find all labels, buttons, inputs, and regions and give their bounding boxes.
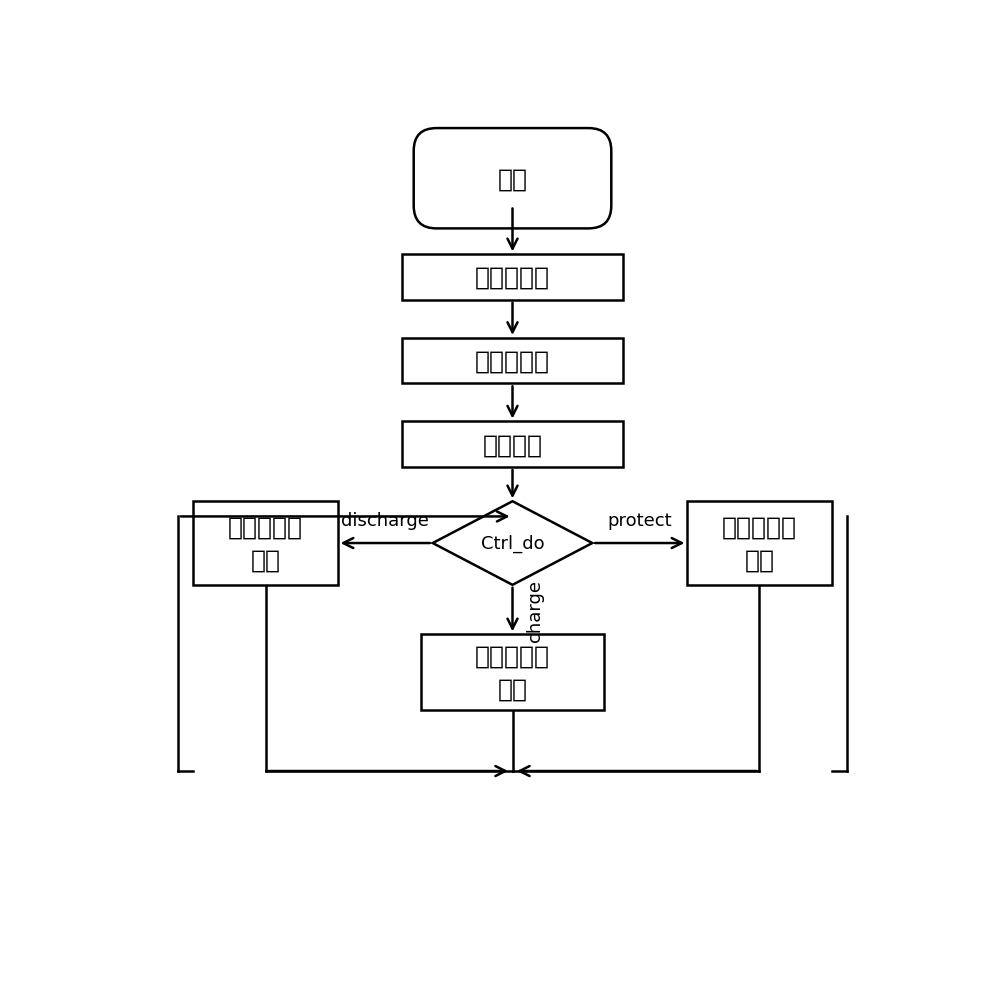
Text: 调用充电子
程序: 调用充电子 程序	[475, 644, 550, 701]
Text: 硬件初始化: 硬件初始化	[475, 266, 550, 290]
Text: charge: charge	[526, 579, 544, 641]
Bar	[687, 502, 832, 586]
Text: protect: protect	[607, 512, 672, 529]
Text: 开始: 开始	[498, 167, 528, 191]
Text: discharge: discharge	[341, 512, 429, 529]
Text: 调用放电子
程序: 调用放电子 程序	[228, 515, 303, 572]
Polygon shape	[433, 502, 592, 586]
Bar	[402, 255, 623, 301]
Text: 调用保护子
程序: 调用保护子 程序	[722, 515, 797, 572]
Text: 参数初始化: 参数初始化	[475, 349, 550, 374]
Bar	[402, 338, 623, 384]
FancyBboxPatch shape	[414, 129, 611, 229]
Text: 中断配置: 中断配置	[482, 433, 542, 457]
Bar	[193, 502, 338, 586]
Text: Ctrl_do: Ctrl_do	[481, 534, 544, 552]
Bar	[421, 635, 604, 711]
Bar	[402, 422, 623, 467]
